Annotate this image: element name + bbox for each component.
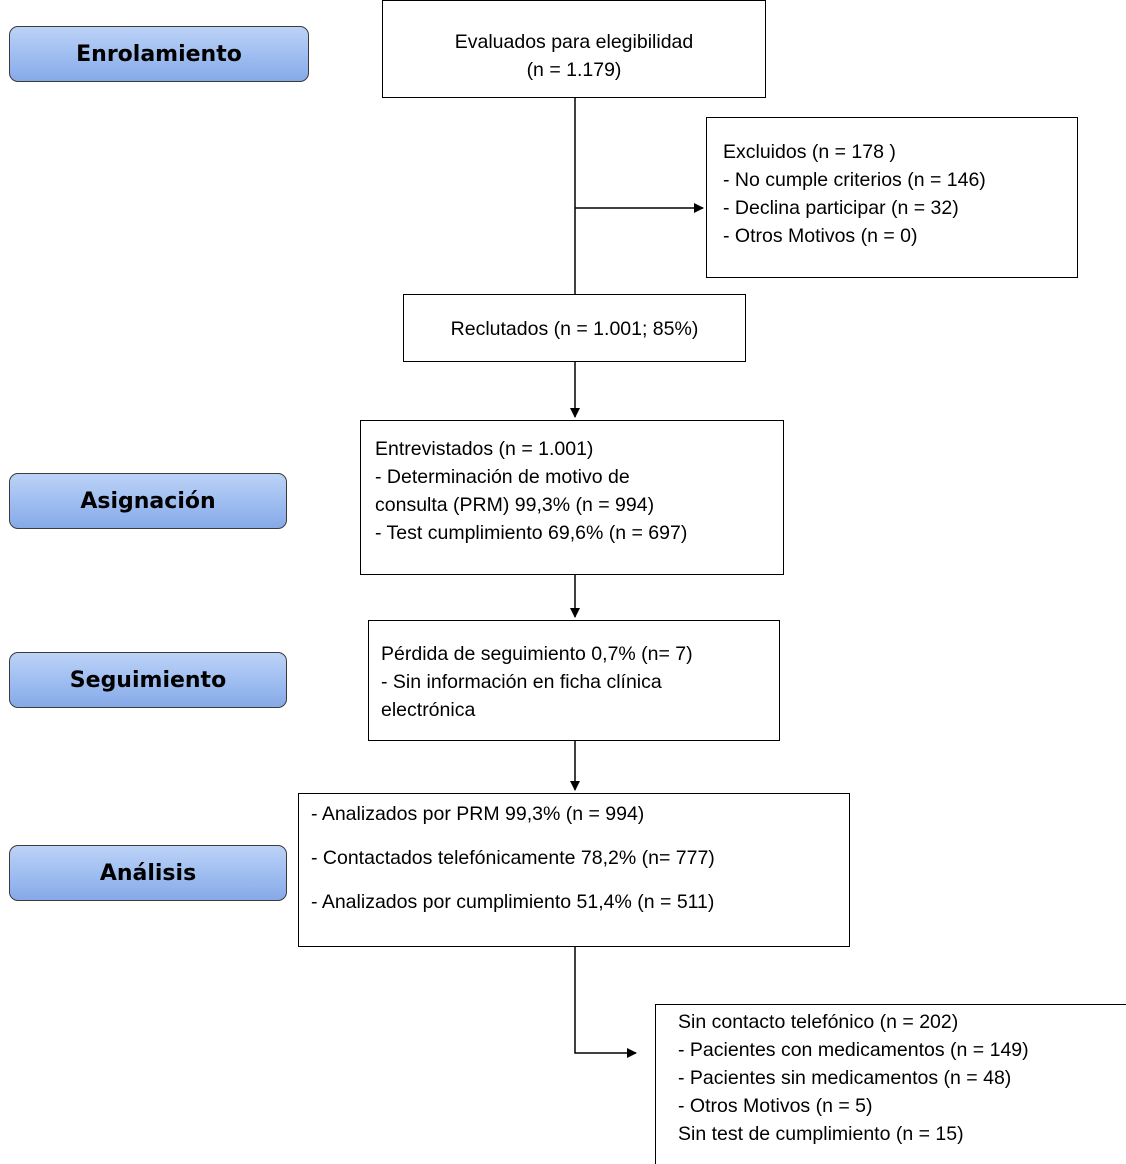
stage-asignacion: Asignación [9, 473, 287, 529]
evaluados-line-2: (n = 1.179) [526, 59, 622, 81]
stage-analisis: Análisis [9, 845, 287, 901]
perdida-line-2: - Sin información en ficha clínica [381, 671, 662, 693]
excluidos-line-4: - Otros Motivos (n = 0) [723, 225, 918, 247]
box-evaluados: Evaluados para elegibilidad (n = 1.179) [382, 0, 766, 98]
sin-contacto-line-2: - Pacientes con medicamentos (n = 149) [678, 1039, 1029, 1061]
sin-contacto-line-4: - Otros Motivos (n = 5) [678, 1095, 873, 1117]
perdida-line-1: Pérdida de seguimiento 0,7% (n= 7) [381, 643, 693, 665]
sin-contacto-line-5: Sin test de cumplimiento (n = 15) [678, 1123, 964, 1145]
evaluados-line-1: Evaluados para elegibilidad [454, 31, 694, 53]
box-perdida: Pérdida de seguimiento 0,7% (n= 7) - Sin… [368, 620, 780, 741]
sin-contacto-line-3: - Pacientes sin medicamentos (n = 48) [678, 1067, 1012, 1089]
excluidos-line-3: - Declina participar (n = 32) [723, 197, 959, 219]
box-excluidos: Excluidos (n = 178 ) - No cumple criteri… [706, 117, 1078, 278]
analizados-line-2: - Contactados telefónicamente 78,2% (n= … [311, 847, 715, 869]
analizados-line-3: - Analizados por cumplimiento 51,4% (n =… [311, 891, 715, 913]
entrevistados-line-1: Entrevistados (n = 1.001) [375, 438, 594, 460]
box-analizados: - Analizados por PRM 99,3% (n = 994) - C… [298, 793, 850, 947]
entrevistados-line-3: consulta (PRM) 99,3% (n = 994) [375, 494, 655, 516]
box-reclutados: Reclutados (n = 1.001; 85%) [403, 294, 746, 362]
stage-seguimiento: Seguimiento [9, 652, 287, 708]
excluidos-line-1: Excluidos (n = 178 ) [723, 141, 896, 163]
reclutados-line-1: Reclutados (n = 1.001; 85%) [450, 318, 699, 340]
analizados-line-1: - Analizados por PRM 99,3% (n = 994) [311, 803, 645, 825]
box-sin-contacto: Sin contacto telefónico (n = 202) - Paci… [655, 1004, 1126, 1164]
entrevistados-line-2: - Determinación de motivo de [375, 466, 630, 488]
perdida-line-3: electrónica [381, 699, 476, 721]
entrevistados-line-4: - Test cumplimiento 69,6% (n = 697) [375, 522, 688, 544]
excluidos-line-2: - No cumple criterios (n = 146) [723, 169, 986, 191]
sin-contacto-line-1: Sin contacto telefónico (n = 202) [678, 1011, 959, 1033]
stage-enrolamiento: Enrolamiento [9, 26, 309, 82]
box-entrevistados: Entrevistados (n = 1.001) - Determinació… [360, 420, 784, 575]
